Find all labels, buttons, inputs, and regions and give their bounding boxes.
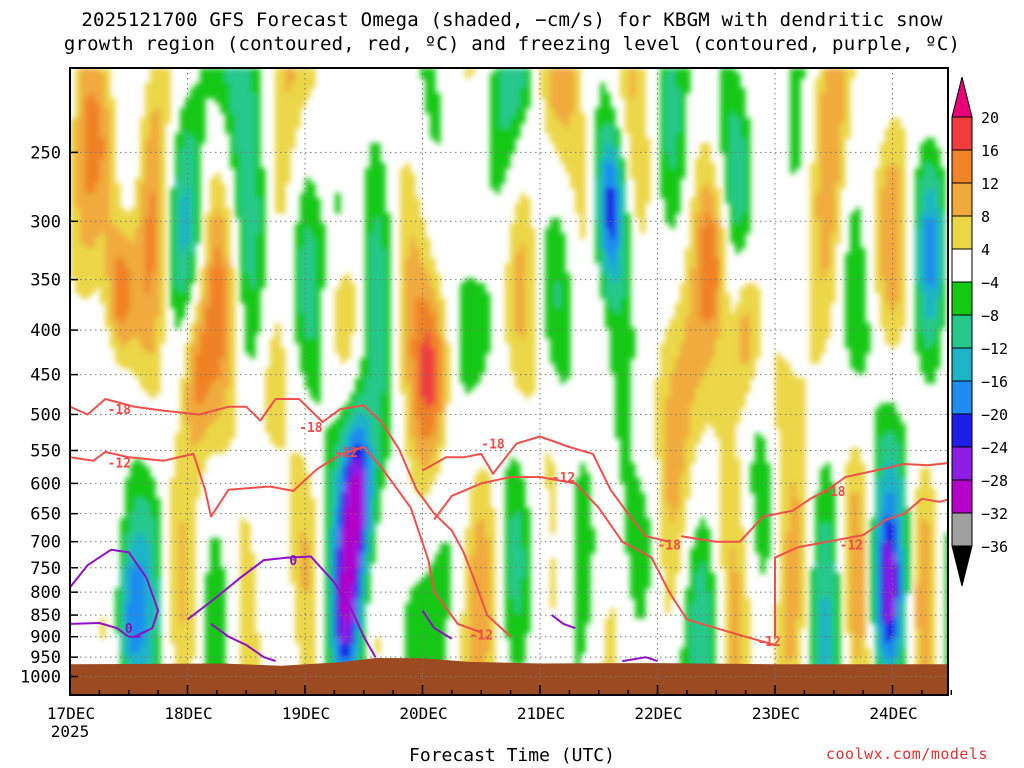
colorbar-label: −20 [981, 406, 1008, 424]
x-axis-label: Forecast Time (UTC) [409, 745, 615, 766]
y-tick-label: 800 [30, 583, 61, 603]
contour-label: -12 [334, 446, 357, 461]
y-tick-label: 300 [30, 212, 61, 232]
colorbar-segment [951, 479, 973, 514]
colorbar-segment [951, 413, 973, 448]
y-tick-label: 700 [30, 533, 61, 553]
y-tick-label: 350 [30, 271, 61, 291]
x-tick-label: 20DEC [399, 704, 447, 723]
contour-label: -12 [108, 457, 131, 472]
x-axis: 17DEC 18DEC 19DEC 20DEC 21DEC 22DEC 23DEC 24DEC… [47, 685, 952, 741]
colorbar-segment [951, 215, 973, 250]
y-tick-label: 250 [30, 143, 61, 163]
y-tick-label: 850 [30, 606, 61, 626]
colorbar-label: −12 [981, 340, 1008, 358]
omega-shading [70, 68, 948, 695]
contour-label: -12 [470, 629, 493, 644]
contour-zero-g [622, 656, 658, 663]
contour-minus18-a [70, 398, 512, 638]
x-year-label: 2025 [51, 722, 90, 741]
y-tick-label: 550 [30, 442, 61, 462]
colorbar-label: −28 [981, 472, 1008, 490]
grid [70, 68, 948, 695]
credit-text: coolwx.com/models [826, 745, 989, 763]
contour-zero-e [421, 610, 453, 640]
contour-zero-a [70, 548, 160, 638]
colorbar-segment [951, 281, 973, 316]
plot-area: -18 -12 -18 -12 -18 -12 -12 -18 -12 -18 -12 0 0 [70, 68, 948, 695]
colorbar-label: −32 [981, 505, 1008, 523]
y-tick-label: 600 [30, 474, 61, 494]
contour-label: -12 [840, 538, 863, 553]
chart-title: 2025121700 GFS Forecast Omega (shaded, −… [81, 9, 943, 31]
y-tick-label: 1000 [20, 668, 61, 688]
colorbar-segment [951, 380, 973, 415]
colorbar-label: 8 [981, 208, 990, 226]
contour-label: 0 [125, 622, 133, 637]
colorbar-cap-top [951, 76, 973, 118]
y-tick-label: 650 [30, 505, 61, 525]
contour-minus12-a [70, 446, 482, 634]
x-tick-label: 18DEC [164, 704, 212, 723]
y-tick-label: 750 [30, 559, 61, 579]
chart-subtitle: growth region (contoured, red, ºC) and f… [63, 33, 961, 55]
y-axis: 2503003504004505005506006507007508008509… [20, 143, 78, 688]
colorbar-segment [951, 116, 973, 151]
colorbar-label: 12 [981, 175, 999, 193]
y-tick-label: 950 [30, 648, 61, 668]
contour-zero-f [551, 614, 576, 630]
colorbar-segment [951, 149, 973, 184]
contour-minus12-b [433, 476, 776, 646]
contour-minus12-c [774, 497, 948, 637]
x-tick-label: 17DEC [47, 704, 95, 723]
colorbar-label: 20 [981, 109, 999, 127]
x-tick-label: 24DEC [869, 704, 917, 723]
colorbar: 20 16 12 8 4 −4 −8 −12 −16 −20 −24 −28 −32 −36 [951, 76, 1008, 587]
colorbar-label: −4 [981, 274, 999, 292]
plot-frame [69, 67, 949, 696]
contour-label: -18 [108, 403, 132, 418]
colorbar-label: −24 [981, 439, 1008, 457]
colorbar-label: −16 [981, 373, 1008, 391]
y-tick-label: 450 [30, 366, 61, 386]
contour-label: -12 [757, 635, 780, 650]
colorbar-segment [951, 512, 973, 547]
contour-minus18-c [680, 462, 948, 543]
contour-zero-c [186, 555, 377, 658]
ground-terrain [70, 658, 948, 695]
contour-zero-b [70, 622, 141, 638]
contour-label: -12 [552, 471, 575, 486]
x-tick-label: 21DEC [517, 704, 565, 723]
colorbar-segment [951, 446, 973, 481]
x-tick-label: 22DEC [634, 704, 682, 723]
colorbar-segment [951, 314, 973, 349]
x-tick-label: 23DEC [752, 704, 800, 723]
colorbar-segment [951, 248, 973, 283]
x-tick-label: 19DEC [282, 704, 330, 723]
y-tick-label: 500 [30, 405, 61, 425]
colorbar-label: 4 [981, 241, 990, 259]
colorbar-label: −8 [981, 307, 999, 325]
contour-label: -18 [658, 538, 682, 553]
contour-zero-d [210, 623, 276, 663]
colorbar-segment [951, 182, 973, 217]
contour-label: -18 [822, 485, 846, 500]
contour-label: 0 [289, 554, 297, 569]
colorbar-cap-bottom [951, 545, 973, 587]
contour-label: -18 [299, 421, 323, 436]
contour-label: -18 [481, 438, 505, 453]
colorbar-segment [951, 347, 973, 382]
y-tick-label: 900 [30, 628, 61, 648]
colorbar-label: 16 [981, 142, 999, 160]
y-tick-label: 400 [30, 321, 61, 341]
contour-minus18-b [422, 435, 670, 543]
colorbar-label: −36 [981, 538, 1008, 556]
